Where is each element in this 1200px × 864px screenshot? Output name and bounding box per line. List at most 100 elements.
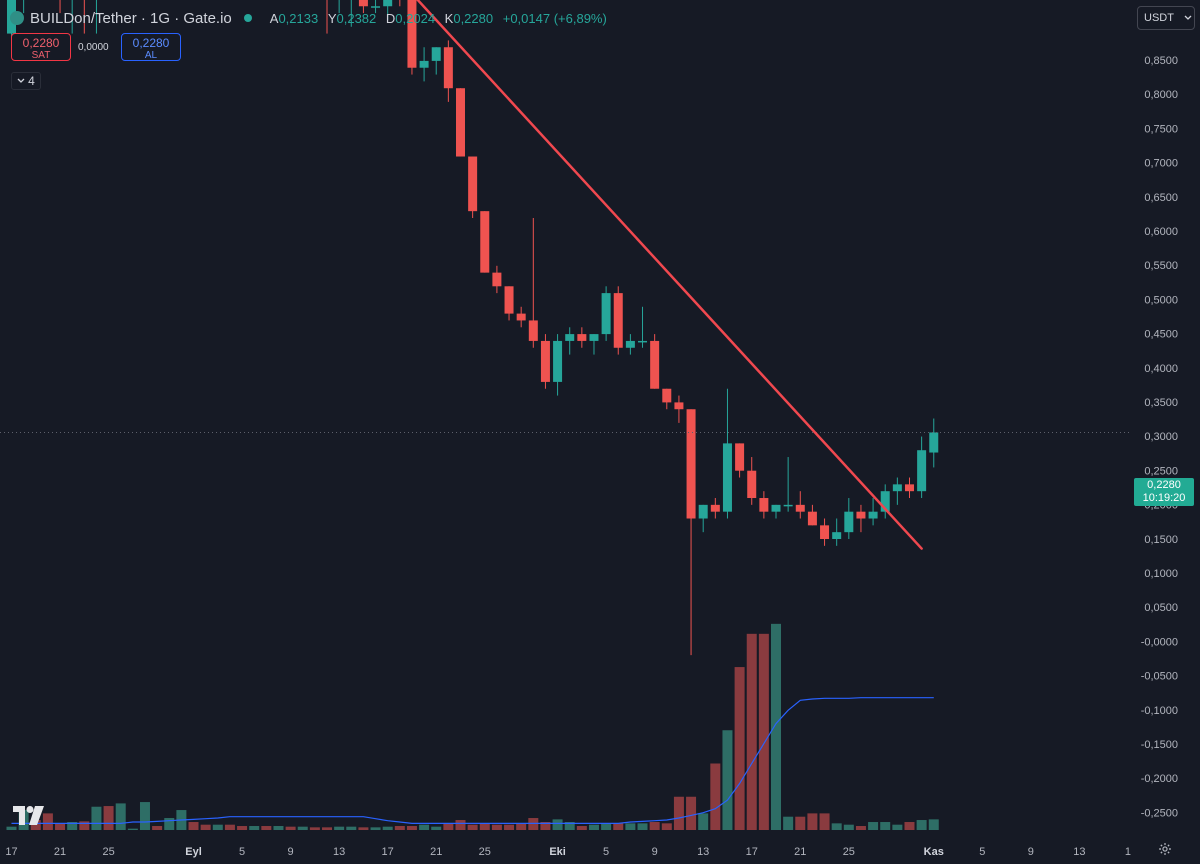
time-tick-label: 5 bbox=[979, 846, 985, 858]
candle[interactable] bbox=[771, 504, 781, 519]
symbol-title[interactable]: BUILDon/Tether · 1G · Gate.io bbox=[30, 9, 232, 27]
candle[interactable] bbox=[698, 504, 708, 533]
volume-bar bbox=[855, 826, 866, 830]
time-tick-label: 5 bbox=[239, 846, 245, 858]
candle[interactable] bbox=[722, 388, 732, 519]
candle-body bbox=[832, 532, 842, 539]
candle[interactable] bbox=[917, 436, 927, 499]
buy-button[interactable]: 0,2280 AL bbox=[121, 33, 181, 61]
trendline[interactable] bbox=[181, 0, 923, 550]
candle-body bbox=[540, 340, 550, 382]
candle[interactable] bbox=[565, 327, 575, 355]
candle[interactable] bbox=[807, 504, 817, 526]
candle[interactable] bbox=[686, 409, 696, 656]
time-tick-label: 21 bbox=[794, 846, 806, 858]
last-price-tag: 0,2280 10:19:20 bbox=[1134, 478, 1194, 506]
candle[interactable] bbox=[674, 395, 684, 423]
candle[interactable] bbox=[56, 0, 65, 14]
candle[interactable] bbox=[371, 0, 381, 14]
candle[interactable] bbox=[455, 88, 465, 157]
candle[interactable] bbox=[735, 443, 745, 478]
volume-bar bbox=[880, 822, 891, 830]
candle[interactable] bbox=[468, 156, 478, 218]
volume-bar bbox=[200, 824, 211, 830]
candle[interactable] bbox=[92, 0, 101, 34]
candle[interactable] bbox=[68, 0, 77, 34]
candle[interactable] bbox=[577, 327, 587, 348]
candle[interactable] bbox=[880, 484, 890, 519]
candle[interactable] bbox=[540, 334, 550, 389]
candle[interactable] bbox=[358, 0, 368, 14]
candle[interactable] bbox=[844, 498, 854, 539]
sell-button[interactable]: 0,2280 SAT bbox=[11, 33, 71, 61]
volume-bar bbox=[467, 824, 478, 830]
candle[interactable] bbox=[747, 457, 757, 505]
candle[interactable] bbox=[407, 0, 417, 75]
volume-bar bbox=[637, 823, 648, 830]
volume-bar bbox=[576, 826, 587, 830]
candle-body bbox=[904, 484, 914, 492]
candle[interactable] bbox=[480, 211, 490, 273]
volume-bar bbox=[746, 633, 757, 830]
candle[interactable] bbox=[795, 491, 805, 519]
indicators-toggle[interactable]: 4 bbox=[11, 72, 41, 90]
candle-body bbox=[516, 313, 526, 321]
candle[interactable] bbox=[395, 0, 404, 7]
price-axis: 0,8500 0,8000 0,7500 0,7000 0,6500 0,6000 0,55… bbox=[1141, 55, 1178, 819]
coin-icon bbox=[10, 11, 24, 25]
candle[interactable] bbox=[710, 498, 720, 519]
candle-body bbox=[795, 504, 805, 512]
price-tick-label: -0,0000 bbox=[1141, 636, 1178, 648]
candle[interactable] bbox=[613, 286, 623, 355]
candle[interactable] bbox=[528, 217, 538, 348]
price-tick-label: 0,7500 bbox=[1144, 123, 1178, 135]
candle[interactable] bbox=[759, 491, 769, 519]
time-tick-label: 17 bbox=[382, 846, 394, 858]
candle[interactable] bbox=[783, 457, 793, 512]
candle[interactable] bbox=[516, 306, 526, 328]
candle[interactable] bbox=[650, 334, 660, 389]
candle[interactable] bbox=[820, 518, 830, 546]
candle[interactable] bbox=[904, 477, 914, 499]
candle[interactable] bbox=[868, 498, 878, 526]
candle[interactable] bbox=[625, 334, 635, 355]
candle[interactable] bbox=[19, 0, 28, 14]
tradingview-logo-icon[interactable] bbox=[13, 806, 44, 825]
candle[interactable] bbox=[662, 388, 672, 410]
candle[interactable] bbox=[553, 334, 563, 396]
candle[interactable] bbox=[80, 0, 89, 34]
gear-icon[interactable] bbox=[1158, 842, 1172, 856]
volume-bar bbox=[164, 818, 175, 830]
candle[interactable] bbox=[323, 0, 332, 34]
candle-body bbox=[577, 334, 587, 341]
candle[interactable] bbox=[892, 477, 902, 505]
candle-body bbox=[589, 334, 599, 341]
volume-bar bbox=[916, 820, 927, 830]
candle-body bbox=[601, 293, 611, 335]
volume-bar bbox=[30, 820, 41, 830]
candle[interactable] bbox=[504, 286, 514, 321]
volume-bar bbox=[406, 826, 417, 830]
candle-body bbox=[613, 293, 623, 348]
volume-bars bbox=[6, 623, 939, 830]
candle[interactable] bbox=[832, 518, 842, 546]
volume-bar bbox=[322, 827, 333, 830]
candle[interactable] bbox=[856, 504, 866, 533]
volume-bar bbox=[443, 823, 454, 830]
candle[interactable] bbox=[419, 47, 429, 82]
candle[interactable] bbox=[335, 0, 344, 14]
candle[interactable] bbox=[443, 40, 453, 102]
candle[interactable] bbox=[601, 286, 611, 341]
volume-bar bbox=[686, 796, 697, 830]
candle[interactable] bbox=[431, 47, 441, 75]
price-tick-label: -0,0500 bbox=[1141, 671, 1178, 683]
candle[interactable] bbox=[492, 265, 502, 294]
currency-select[interactable]: USDT bbox=[1137, 6, 1195, 30]
candle[interactable] bbox=[383, 0, 393, 20]
candle-body bbox=[565, 334, 575, 341]
candle[interactable] bbox=[638, 306, 648, 348]
candle[interactable] bbox=[347, 0, 356, 27]
candle[interactable] bbox=[929, 418, 939, 468]
candle[interactable] bbox=[589, 334, 599, 355]
